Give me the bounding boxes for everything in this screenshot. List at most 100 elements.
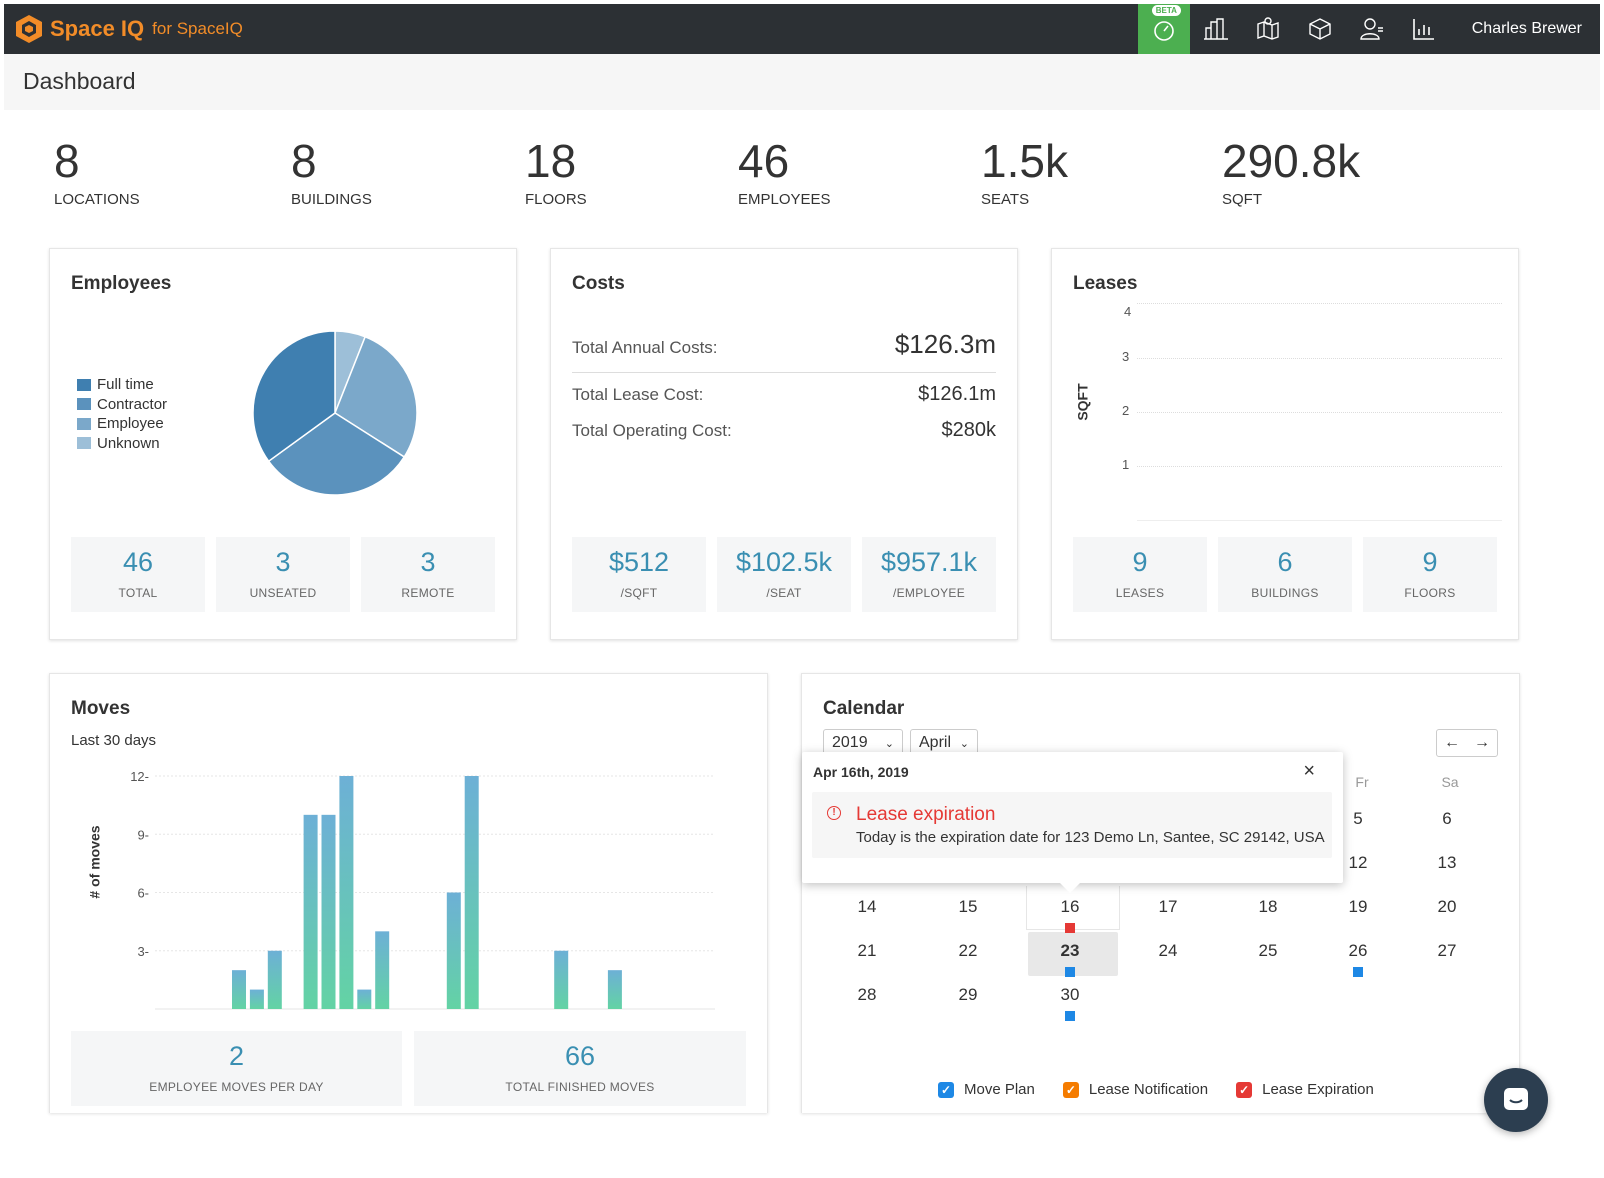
day-number: 23 [1060, 941, 1080, 960]
legend-label: Move Plan [964, 1081, 1035, 1098]
calendar-day[interactable]: 17 [1122, 897, 1214, 917]
moves-bar[interactable] [375, 931, 390, 1009]
day-number: 28 [857, 985, 877, 1004]
day-number: 27 [1437, 941, 1457, 960]
calendar-day[interactable]: 23 [1024, 941, 1116, 977]
alert-icon: ! [827, 806, 841, 820]
calendar-day[interactable]: 25 [1222, 941, 1314, 961]
calendar-day[interactable]: 26 [1312, 941, 1404, 977]
legend-label: Contractor [97, 395, 168, 413]
leases-card: Leases SQFT 4 3 2 1 9 LEASES 6 BUILDINGS 9… [1051, 248, 1519, 640]
calendar-day[interactable]: 14 [821, 897, 913, 917]
reports-icon [1412, 19, 1434, 40]
calendar-day[interactable]: 5 [1312, 809, 1404, 829]
legend-swatch [77, 417, 91, 430]
cost-value: $126.3m [894, 329, 996, 359]
calendar-day[interactable]: 15 [922, 897, 1014, 917]
nav-dashboard[interactable]: BETA [1137, 4, 1190, 54]
day-number: 18 [1258, 897, 1278, 916]
month-value: April [919, 734, 952, 751]
leases-y-axis-label: SQFT [1074, 383, 1091, 421]
moves-bar[interactable] [249, 989, 264, 1009]
tile-remote: 3 REMOTE [361, 537, 495, 612]
day-number: 25 [1258, 941, 1278, 960]
calendar-day[interactable]: 6 [1401, 809, 1493, 829]
prev-month-button[interactable]: ← [1444, 734, 1460, 751]
tile-value: 9 [1132, 547, 1148, 577]
popup-event-item[interactable]: ! Lease expiration Today is the expirati… [812, 792, 1332, 858]
day-number: 5 [1353, 809, 1363, 828]
legend-swatch [77, 398, 91, 411]
stat-label: BUILDINGS [291, 191, 372, 208]
nav-reports[interactable] [1398, 4, 1450, 54]
tile-value: $512 [608, 547, 670, 577]
nav-buildings[interactable] [1190, 4, 1242, 54]
legend-item: Employee [77, 414, 167, 434]
moves-bar[interactable] [554, 950, 569, 1009]
chevron-down-icon: ⌄ [959, 737, 969, 750]
day-number: 6 [1442, 809, 1452, 828]
calendar-day[interactable]: 19 [1312, 897, 1404, 917]
calendar-day[interactable]: 20 [1401, 897, 1493, 917]
brand-logo[interactable]: Space IQ for SpaceIQ [14, 14, 243, 44]
tile-label: /SQFT [620, 586, 658, 600]
spaceiq-logo-icon [16, 15, 42, 43]
card-title: Moves [71, 698, 131, 719]
moves-bar[interactable] [607, 970, 622, 1009]
cost-annual-row: Total Annual Costs: $126.3m [572, 329, 996, 373]
brand-name: Space IQ [50, 16, 145, 41]
legend-label: Employee [97, 415, 164, 433]
moves-bar[interactable] [321, 814, 336, 1009]
tile-value: 66 [564, 1041, 596, 1071]
chat-launcher-button[interactable] [1484, 1068, 1548, 1132]
calendar-day[interactable]: 24 [1122, 941, 1214, 961]
map-icon [1257, 17, 1279, 40]
calendar-day[interactable]: 16 [1024, 897, 1116, 933]
popup-event-text: Today is the expiration date for 123 Dem… [856, 829, 1325, 846]
calendar-day[interactable]: 30 [1024, 985, 1116, 1021]
user-menu[interactable]: Charles Brewer [1471, 20, 1582, 37]
day-number: 19 [1348, 897, 1368, 916]
legend-item: Full time [77, 375, 167, 395]
brand-suffix: for SpaceIQ [152, 19, 243, 38]
event-marker [1065, 1011, 1075, 1021]
moves-bar[interactable] [232, 970, 246, 1009]
legend-swatch [77, 437, 91, 450]
popup-close-button[interactable]: × [1303, 760, 1315, 782]
y-tick-label: 3 [1122, 349, 1130, 364]
calendar-day[interactable]: 27 [1401, 941, 1493, 961]
checkbox-lease-notification[interactable]: ✓ [1062, 1081, 1079, 1098]
nav-inventory[interactable] [1294, 4, 1346, 54]
calendar-day[interactable]: 21 [821, 941, 913, 961]
calendar-day[interactable]: 12 [1312, 853, 1404, 873]
nav-map[interactable] [1242, 4, 1294, 54]
stat-locations: 8 LOCATIONS [54, 135, 140, 208]
moves-bar[interactable] [303, 814, 318, 1009]
calendar-day[interactable]: 28 [821, 985, 913, 1005]
pie-slice-contractor[interactable] [267, 412, 406, 496]
calendar-day[interactable]: 13 [1401, 853, 1493, 873]
moves-bar[interactable] [464, 776, 479, 1009]
checkbox-move-plan[interactable]: ✓ [938, 1081, 954, 1098]
moves-bar[interactable] [267, 950, 282, 1009]
calendar-day[interactable]: 22 [922, 941, 1014, 961]
cost-value: $126.1m [918, 383, 996, 405]
tile-value: $102.5k [735, 547, 833, 577]
next-month-button[interactable]: → [1474, 734, 1490, 751]
y-tick-label: 1 [1122, 457, 1130, 472]
pie-slice-full-time[interactable] [252, 330, 336, 463]
legend-item: Unknown [77, 434, 167, 454]
stat-value: 8 [54, 135, 80, 187]
calendar-card: Calendar 2019 ⌄ April ⌄ ← → Fr Sa 5 6 12 13 14… [801, 673, 1520, 1113]
tile-leases: 9 LEASES [1073, 537, 1207, 612]
moves-bar[interactable] [357, 989, 372, 1009]
event-popup: Apr 16th, 2019 × ! Lease expiration Toda… [802, 752, 1343, 893]
moves-bar[interactable] [446, 892, 461, 1010]
calendar-day[interactable]: 18 [1222, 897, 1314, 917]
moves-bar[interactable] [339, 776, 354, 1009]
checkbox-lease-expiration[interactable]: ✓ [1236, 1081, 1253, 1098]
calendar-day[interactable]: 29 [922, 985, 1014, 1005]
nav-people[interactable] [1346, 4, 1398, 54]
pie-slice-employee[interactable] [334, 335, 418, 458]
day-number: 22 [958, 941, 978, 960]
